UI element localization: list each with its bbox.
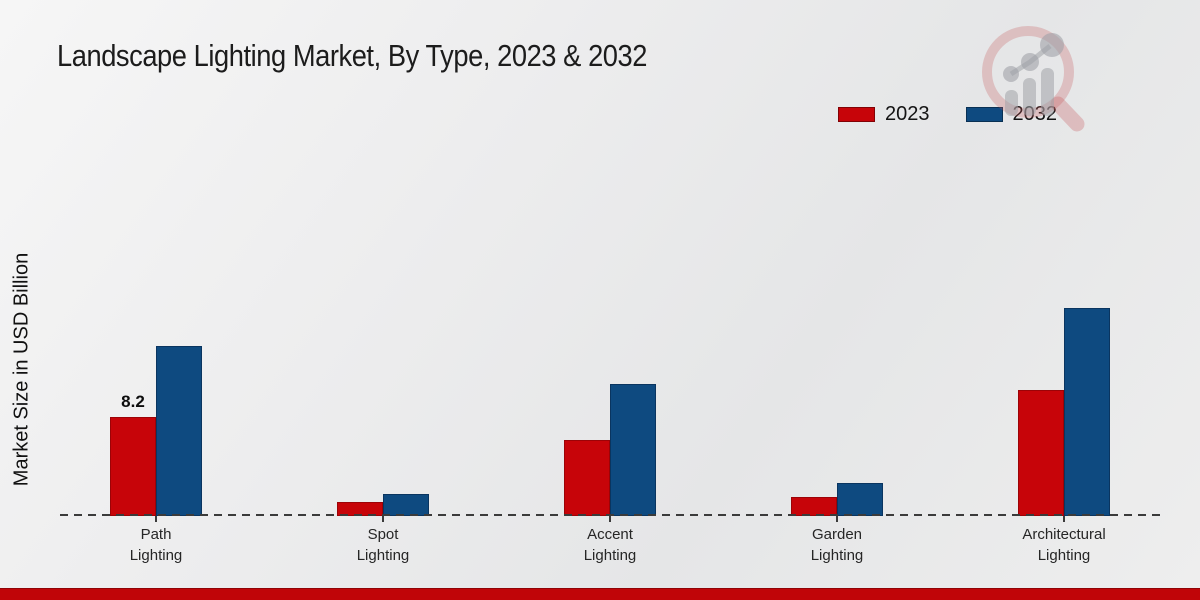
legend-swatch-2023 <box>838 107 875 122</box>
chart-title: Landscape Lighting Market, By Type, 2023… <box>57 38 648 73</box>
bar-2032-path-lighting <box>156 346 202 516</box>
bar-value-label: 8.2 <box>121 392 145 411</box>
category-label-accent-lighting: Accent Lighting <box>583 526 637 564</box>
bar-2023-architectural-lighting <box>1018 390 1064 516</box>
category-label-spot-lighting: Spot Lighting <box>356 526 410 564</box>
x-axis-tick <box>609 516 611 522</box>
bar-2023-path-lighting <box>110 417 156 516</box>
x-axis-tick <box>836 516 838 522</box>
legend-item-2023: 2023 <box>838 103 930 126</box>
x-axis-tick <box>382 516 384 522</box>
category-label-garden-lighting: Garden Lighting <box>810 526 864 564</box>
market-research-logo-watermark <box>982 26 1085 132</box>
bar-2032-architectural-lighting <box>1064 308 1110 516</box>
zero-baseline-dashed <box>60 514 1160 516</box>
bar-2032-garden-lighting <box>837 483 883 516</box>
x-axis-tick <box>1063 516 1065 522</box>
legend-label: 2023 <box>885 103 930 125</box>
bar-2023-accent-lighting <box>564 440 610 516</box>
bar-2032-accent-lighting <box>610 384 656 516</box>
x-axis-tick <box>155 516 157 522</box>
footer-accent-strip <box>0 588 1200 600</box>
category-label-architectural-lighting: Architectural Lighting <box>1022 526 1106 564</box>
category-label-path-lighting: Path Lighting <box>129 526 183 564</box>
bar-2032-spot-lighting <box>383 494 429 516</box>
legend-swatch-2032 <box>965 107 1003 122</box>
